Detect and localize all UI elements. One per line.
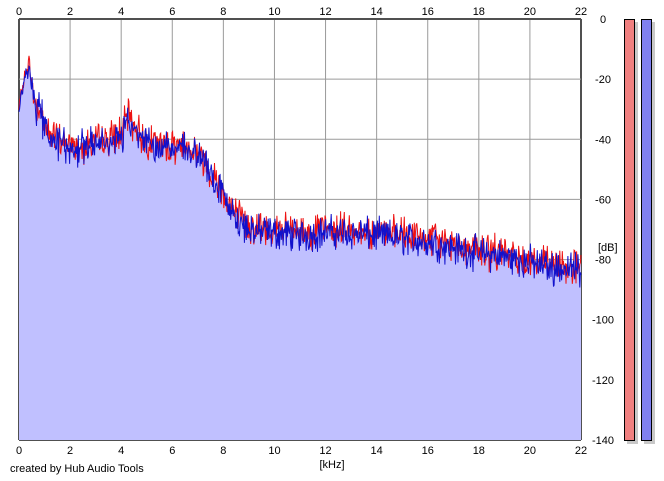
x-axis-label: [kHz] xyxy=(319,459,344,471)
x-tick-label-top: 16 xyxy=(422,6,434,18)
right-channel-meter xyxy=(641,19,652,441)
x-tick-label-bottom: 10 xyxy=(268,445,280,457)
y-axis-label: [dB] xyxy=(598,242,618,254)
x-tick-label-top: 14 xyxy=(371,6,383,18)
y-tick-label: -140 xyxy=(592,435,614,447)
x-tick-label-bottom: 22 xyxy=(575,445,587,457)
x-tick-label-top: 8 xyxy=(220,6,226,18)
credit-text: created by Hub Audio Tools xyxy=(10,463,144,475)
y-tick-label: 0 xyxy=(600,14,606,26)
x-tick-label-top: 20 xyxy=(524,6,536,18)
series-layer xyxy=(18,55,582,441)
y-tick-label: -60 xyxy=(595,194,611,206)
x-tick-label-top: 0 xyxy=(16,6,22,18)
y-tick-label: -20 xyxy=(595,74,611,86)
y-tick-label: -80 xyxy=(595,255,611,267)
y-tick-label: -40 xyxy=(595,134,611,146)
x-tick-label-bottom: 2 xyxy=(67,445,73,457)
x-tick-label-bottom: 8 xyxy=(220,445,226,457)
x-tick-label-bottom: 12 xyxy=(319,445,331,457)
x-tick-label-bottom: 18 xyxy=(473,445,485,457)
x-tick-label-top: 22 xyxy=(575,6,587,18)
x-tick-label-top: 10 xyxy=(268,6,280,18)
x-tick-label-bottom: 0 xyxy=(16,445,22,457)
series-line-2 xyxy=(18,65,582,288)
x-tick-label-top: 12 xyxy=(319,6,331,18)
x-tick-label-bottom: 20 xyxy=(524,445,536,457)
x-tick-label-top: 4 xyxy=(118,6,124,18)
y-tick-label: -120 xyxy=(592,375,614,387)
left-channel-meter xyxy=(624,19,635,441)
x-tick-label-bottom: 4 xyxy=(118,445,124,457)
x-tick-label-top: 6 xyxy=(169,6,175,18)
x-tick-label-top: 2 xyxy=(67,6,73,18)
x-tick-label-bottom: 16 xyxy=(422,445,434,457)
x-tick-label-top: 18 xyxy=(473,6,485,18)
x-tick-label-bottom: 6 xyxy=(169,445,175,457)
x-tick-label-bottom: 14 xyxy=(371,445,383,457)
y-tick-label: -100 xyxy=(592,315,614,327)
tick-labels: 002244668810101212141416161818202022220-… xyxy=(16,6,614,457)
